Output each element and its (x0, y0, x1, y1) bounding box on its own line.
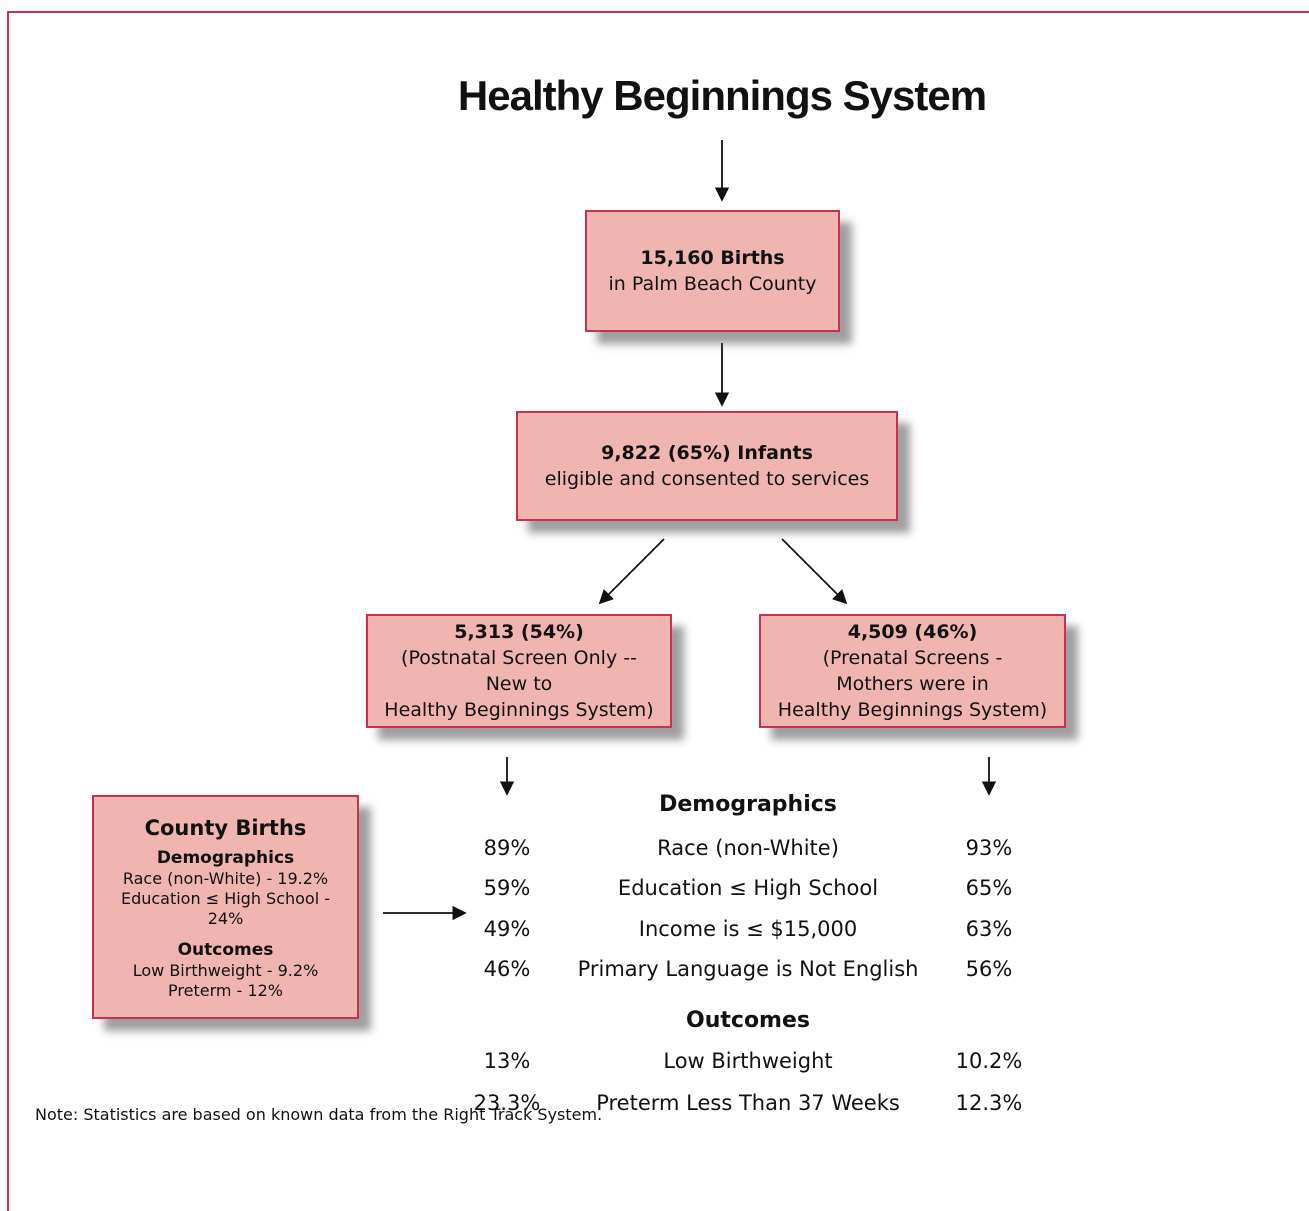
box-line: eligible and consented to services (544, 468, 870, 490)
cell-text: Race (non-White) (657, 836, 839, 860)
cell-text: 23.3% (473, 1091, 541, 1115)
box-line: Healthy Beginnings System) (384, 699, 654, 721)
cell-text: 59% (483, 876, 531, 900)
box-line: Healthy Beginnings System) (777, 699, 1048, 721)
cell-text: 56% (965, 957, 1013, 981)
box-line: in Palm Beach County (608, 273, 817, 295)
box-line: Mothers were in (836, 673, 989, 695)
box: 15,160 Births in Palm Beach County (585, 210, 840, 332)
cell-text: Preterm Less Than 37 Weeks (596, 1091, 900, 1115)
frame (7, 11, 1309, 1211)
county-line: Race (non-White) - 19.2% (122, 869, 329, 888)
box: 9,822 (65%) Infants eligible and consente… (516, 411, 898, 521)
box: 5,313 (54%) (Postnatal Screen Only -- New … (366, 614, 672, 728)
box: 4,509 (46%) (Prenatal Screens - Mothers we… (759, 614, 1066, 728)
heading-text: Outcomes (686, 1008, 810, 1033)
cell-text: 13% (483, 1049, 531, 1073)
heading-text: Demographics (659, 792, 837, 817)
box-line: (Prenatal Screens - (822, 647, 1003, 669)
cell-text: 93% (965, 836, 1013, 860)
county-box: County Births Demographics Race (non-Whi… (92, 795, 359, 1019)
cell-text: Primary Language is Not English (577, 957, 919, 981)
box-heading: 9,822 (65%) Infants (601, 442, 813, 464)
box-heading: 15,160 Births (640, 247, 785, 269)
county-title: County Births (144, 816, 307, 840)
county-heading: Outcomes (177, 940, 274, 960)
box-line: (Postnatal Screen Only -- (401, 647, 637, 669)
box-heading: 5,313 (54%) (454, 621, 584, 643)
cell-text: Education ≤ High School (617, 876, 879, 900)
county-line: Education ≤ High School - 24% (120, 889, 331, 928)
cell-text: Income is ≤ $15,000 (638, 917, 858, 941)
cell-text: 10.2% (955, 1049, 1023, 1073)
arrow (598, 538, 665, 605)
note: Note: Statistics are based on known data… (35, 1105, 603, 1124)
county-line: Low Birthweight - 9.2% (132, 961, 319, 980)
cell-text: 49% (483, 917, 531, 941)
arrows (383, 140, 997, 921)
box-line: New to (485, 673, 553, 695)
county-heading: Demographics (156, 848, 295, 868)
cell-text: 89% (483, 836, 531, 860)
cell-text: 46% (483, 957, 531, 981)
box-heading: 4,509 (46%) (847, 621, 978, 643)
cell-text: 65% (965, 876, 1013, 900)
county-line: Preterm - 12% (168, 981, 283, 1000)
arrow (781, 538, 848, 605)
cell-text: 63% (965, 917, 1013, 941)
cell-text: 12.3% (955, 1091, 1023, 1115)
cell-text: Low Birthweight (663, 1049, 833, 1073)
title: Healthy Beginnings System (457, 72, 987, 119)
